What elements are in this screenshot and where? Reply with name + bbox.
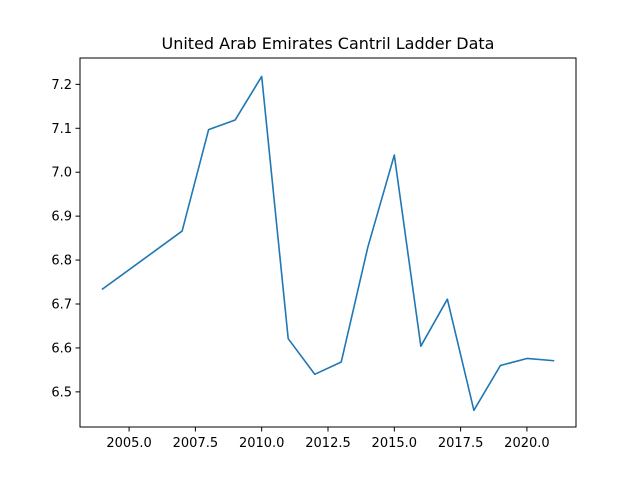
x-tick-label: 2005.0 [106, 436, 152, 451]
y-tick-label: 6.6 [51, 341, 72, 356]
axes-frame [79, 57, 577, 428]
x-tick-label: 2007.5 [173, 436, 219, 451]
x-tick-label: 2015.0 [372, 436, 418, 451]
x-tick-label: 2010.0 [239, 436, 285, 451]
x-tick-label: 2017.5 [438, 436, 484, 451]
y-tick-label: 6.9 [51, 210, 72, 225]
chart-title: United Arab Emirates Cantril Ladder Data [162, 34, 495, 53]
x-tick-label: 2020.0 [504, 436, 550, 451]
plot-area: 2005.0 2007.5 2010.0 2012.5 2015.0 2017.5 2020… [51, 75, 555, 451]
y-tick-label: 7.1 [51, 122, 72, 137]
y-tick-label: 6.7 [51, 298, 72, 313]
y-tick-label: 6.8 [51, 254, 72, 269]
x-tick-label: 2012.5 [305, 436, 351, 451]
y-tick-label: 7.0 [51, 166, 72, 181]
series-line [101, 75, 555, 412]
y-tick-label: 6.5 [51, 385, 72, 400]
y-tick-label: 7.2 [51, 78, 72, 93]
